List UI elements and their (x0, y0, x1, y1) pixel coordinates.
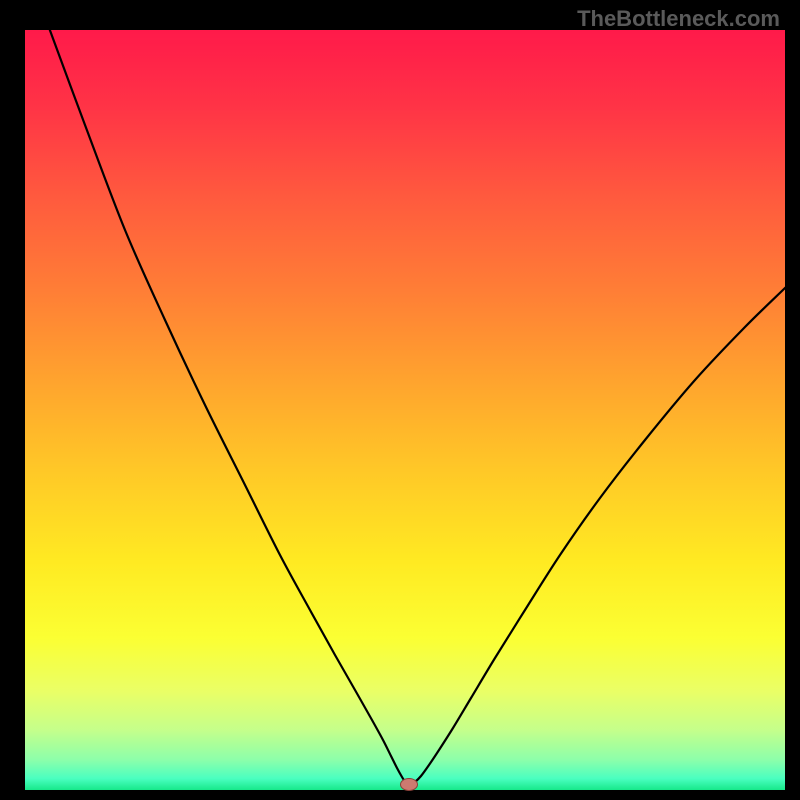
watermark-text: TheBottleneck.com (577, 6, 780, 32)
optimal-point-marker (400, 778, 418, 791)
curve-path (48, 30, 785, 785)
bottleneck-curve (25, 30, 785, 785)
plot-area (25, 30, 785, 785)
